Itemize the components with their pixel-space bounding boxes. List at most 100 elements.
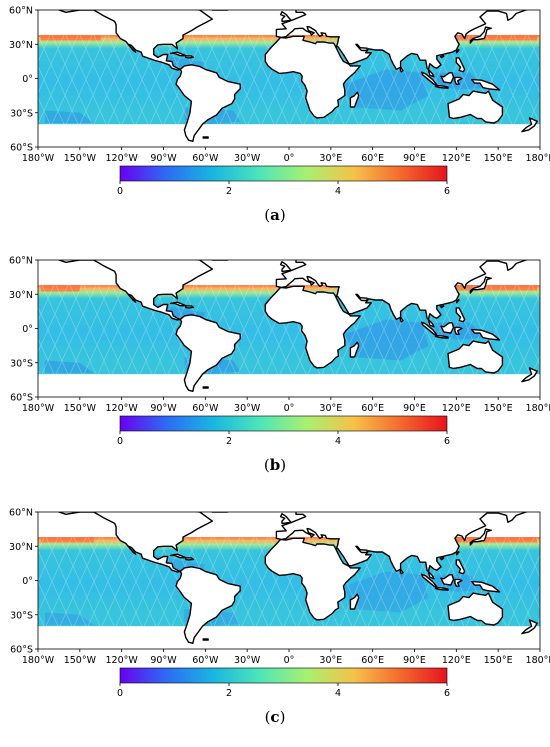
land-hispaniola <box>185 55 195 59</box>
colorbar-tick-label: 4 <box>335 688 341 699</box>
colorbar-tick-label: 2 <box>226 186 232 197</box>
land-new-guinea <box>471 328 501 341</box>
lat-label: 30°S <box>10 108 33 119</box>
continents <box>58 512 538 644</box>
lon-label: 0° <box>284 153 295 164</box>
map-panel-c: 60°N 30°N 0° 30°S 60°S 180°W 150°W 120°W 90°W 60°… <box>0 502 550 747</box>
land-philippines <box>455 307 466 323</box>
lon-label: 120°W <box>106 403 139 414</box>
lon-label: 150°W <box>64 655 97 666</box>
lon-label: 90°E <box>403 153 426 164</box>
lat-label: 60°S <box>10 143 33 154</box>
land-uk-ireland <box>279 11 292 23</box>
land-japan <box>469 276 492 294</box>
lon-label: 60°W <box>192 153 219 164</box>
lon-label: 60°W <box>192 403 219 414</box>
land-greenland <box>211 10 229 11</box>
land-sulawesi <box>454 578 463 587</box>
land-australia <box>447 90 504 124</box>
lon-label: 90°W <box>150 655 177 666</box>
high-value-streak <box>442 537 538 543</box>
lon-label: 90°W <box>150 153 177 164</box>
land-north-america <box>58 512 213 573</box>
lon-label: 60°E <box>361 655 384 666</box>
lon-label: 0° <box>284 403 295 414</box>
land-falklands <box>202 638 209 641</box>
lat-label: 30°S <box>10 610 33 621</box>
lat-label: 60°N <box>9 6 33 17</box>
land-new-guinea <box>471 78 501 91</box>
land-falklands <box>202 136 209 139</box>
lon-label: 30°W <box>234 655 261 666</box>
lon-label: 0° <box>284 655 295 666</box>
colorbar-tick-label: 2 <box>226 436 232 447</box>
land-new-zealand <box>521 117 538 133</box>
lon-label: 30°W <box>234 403 261 414</box>
lat-label: 0° <box>22 576 33 587</box>
lon-label: 150°E <box>484 153 513 164</box>
colorbar-tick-label: 6 <box>444 688 450 699</box>
land-taiwan <box>455 298 460 304</box>
low-value-region-4 <box>45 612 94 625</box>
land-new-zealand <box>521 367 538 383</box>
lon-label: 90°E <box>403 655 426 666</box>
high-value-streak <box>40 537 94 543</box>
land-africa <box>264 285 361 369</box>
lon-label: 150°E <box>484 655 513 666</box>
colorbar <box>119 667 448 684</box>
lon-label: 30°E <box>319 153 342 164</box>
lon-label: 150°E <box>484 403 513 414</box>
lon-label: 120°E <box>442 403 471 414</box>
low-value-region-4 <box>45 110 94 123</box>
land-eurasia <box>275 260 529 328</box>
land-java <box>434 334 449 339</box>
colorbar-tick-label: 4 <box>335 186 341 197</box>
land-south-america <box>175 566 241 644</box>
lat-label: 60°N <box>9 256 33 267</box>
lon-label: 30°W <box>234 153 261 164</box>
lon-label: 120°E <box>442 153 471 164</box>
caption-b: (b) <box>263 456 287 474</box>
map-area <box>38 260 540 392</box>
land-south-america <box>175 64 241 142</box>
lon-label: 180°E <box>526 153 550 164</box>
land-new-zealand <box>521 619 538 635</box>
land-sri-lanka <box>399 568 404 575</box>
lon-label: 60°E <box>361 153 384 164</box>
land-eurasia <box>275 512 529 580</box>
low-value-region-2 <box>344 319 429 361</box>
land-sri-lanka <box>399 66 404 73</box>
land-hainan <box>439 304 445 309</box>
colorbar-tick-label: 4 <box>335 436 341 447</box>
land-madagascar <box>349 91 360 108</box>
colorbar-tick-label: 0 <box>117 688 123 699</box>
land-australia <box>447 340 504 374</box>
land-sulawesi <box>454 76 463 85</box>
land-japan <box>469 26 492 44</box>
caption-c: (c) <box>264 708 286 726</box>
lon-label: 120°W <box>106 153 139 164</box>
lon-label: 120°E <box>442 655 471 666</box>
land-taiwan <box>455 550 460 556</box>
land-uk-ireland <box>279 513 292 525</box>
lon-label: 180°W <box>22 655 55 666</box>
land-hainan <box>439 556 445 561</box>
land-philippines <box>455 559 466 575</box>
land-arabia-gulf-patch <box>355 545 368 554</box>
lon-label: 90°W <box>150 403 177 414</box>
lon-label: 180°E <box>526 655 550 666</box>
land-new-guinea <box>471 580 501 593</box>
low-value-region-2 <box>344 571 429 613</box>
land-north-america <box>58 10 213 71</box>
lon-label: 120°W <box>106 655 139 666</box>
colorbar <box>119 165 448 182</box>
land-sri-lanka <box>399 316 404 323</box>
land-greenland <box>211 260 229 261</box>
lon-label: 180°W <box>22 403 55 414</box>
colorbar <box>119 415 448 432</box>
land-hispaniola <box>185 557 195 561</box>
land-hispaniola <box>185 305 195 309</box>
